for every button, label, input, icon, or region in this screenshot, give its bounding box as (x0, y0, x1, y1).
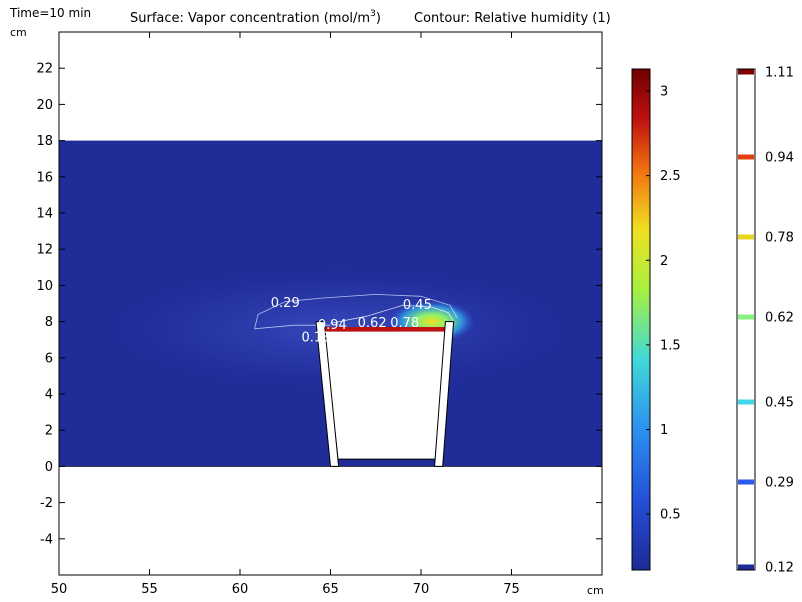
contour-title: Contour: Relative humidity (1) (414, 11, 611, 26)
x-tick-label: 60 (232, 582, 249, 597)
y-tick-label: 0 (45, 460, 53, 475)
contour-level-swatch (738, 314, 754, 320)
contour-label: 0.62 (358, 316, 387, 331)
contour-line-029 (253, 293, 458, 330)
contour-label: 0.13 (302, 331, 331, 346)
x-tick-label: 65 (322, 582, 339, 597)
time-label: Time=10 min (9, 6, 91, 20)
surface-title-sup: 3 (370, 9, 376, 19)
x-tick-label: 50 (51, 582, 68, 597)
surface-colorbar-tick-label: 1.5 (660, 338, 681, 353)
contour-level-swatch (738, 154, 754, 160)
contour-level-label: 0.78 (765, 231, 794, 246)
contour-level-swatch (738, 479, 754, 485)
y-tick-label: 20 (36, 98, 53, 113)
x-tick-label: 75 (503, 582, 520, 597)
y-axis-ticks: -4 -2 0 2 4 6 8 10 12 14 16 18 20 22 (36, 62, 602, 547)
y-tick-label: 14 (36, 207, 53, 222)
contour-level-label: 0.45 (765, 396, 794, 411)
x-tick-label: 55 (141, 582, 158, 597)
contour-labels: 0.29 0.45 0.130.94 0.62 0.78 (271, 296, 432, 345)
contour-level-label: 1.11 (765, 66, 794, 81)
contour-label: 0.29 (271, 296, 300, 311)
liquid-surface (324, 327, 446, 332)
y-axis-unit: cm (10, 26, 27, 39)
contour-level-label: 0.94 (765, 151, 794, 166)
y-tick-label: 6 (45, 351, 53, 366)
contour-label: 0.94 (318, 318, 347, 333)
x-axis-ticks: 50 55 60 65 70 75 (51, 32, 520, 597)
contour-line-045 (330, 304, 454, 324)
y-tick-label: 12 (36, 243, 53, 258)
x-tick-label: 70 (413, 582, 430, 597)
contour-level-label: 0.12 (765, 561, 794, 576)
y-tick-label: 4 (45, 388, 53, 403)
contour-level-swatch (738, 69, 754, 75)
y-tick-label: 16 (36, 170, 53, 185)
surface-colorbar-ticks: 0.5 1 1.5 2 2.5 3 (646, 85, 681, 523)
surface-title-suffix: ) (376, 11, 381, 26)
contour-level-swatch (738, 564, 754, 570)
y-tick-label: 8 (45, 315, 53, 330)
contour-level-swatch (738, 234, 754, 240)
plot-area: 0.29 0.45 0.130.94 0.62 0.78 (59, 140, 602, 467)
y-tick-label: 18 (36, 134, 53, 149)
surface-colorbar-tick-label: 2 (660, 254, 668, 269)
y-tick-label: -4 (40, 532, 53, 547)
contour-colorbar-levels: 0.12 0.29 0.45 0.62 0.78 0.94 1.11 (738, 66, 794, 576)
surface-colorbar-tick-label: 2.5 (660, 169, 681, 184)
y-tick-label: 22 (36, 62, 53, 77)
contour-level-label: 0.29 (765, 476, 794, 491)
contour-level-swatch (738, 399, 754, 405)
surface-colorbar-tick-label: 3 (660, 85, 668, 100)
contour-level-label: 0.62 (765, 311, 794, 326)
surface-title: Surface: Vapor concentration (mol/m3) (130, 9, 381, 26)
contour-label: 0.78 (390, 316, 419, 331)
cup-interior (324, 331, 446, 460)
contour-label: 0.45 (403, 298, 432, 313)
y-tick-label: 10 (36, 279, 53, 294)
surface-colorbar-tick-label: 0.5 (660, 508, 681, 523)
x-axis-unit: cm (587, 584, 604, 597)
surface-colorbar-tick-label: 1 (660, 423, 668, 438)
surface-title-prefix: Surface: Vapor concentration (mol/m (130, 11, 370, 26)
y-tick-label: -2 (40, 496, 53, 511)
surface-colorbar (631, 68, 651, 571)
y-tick-label: 2 (45, 424, 53, 439)
